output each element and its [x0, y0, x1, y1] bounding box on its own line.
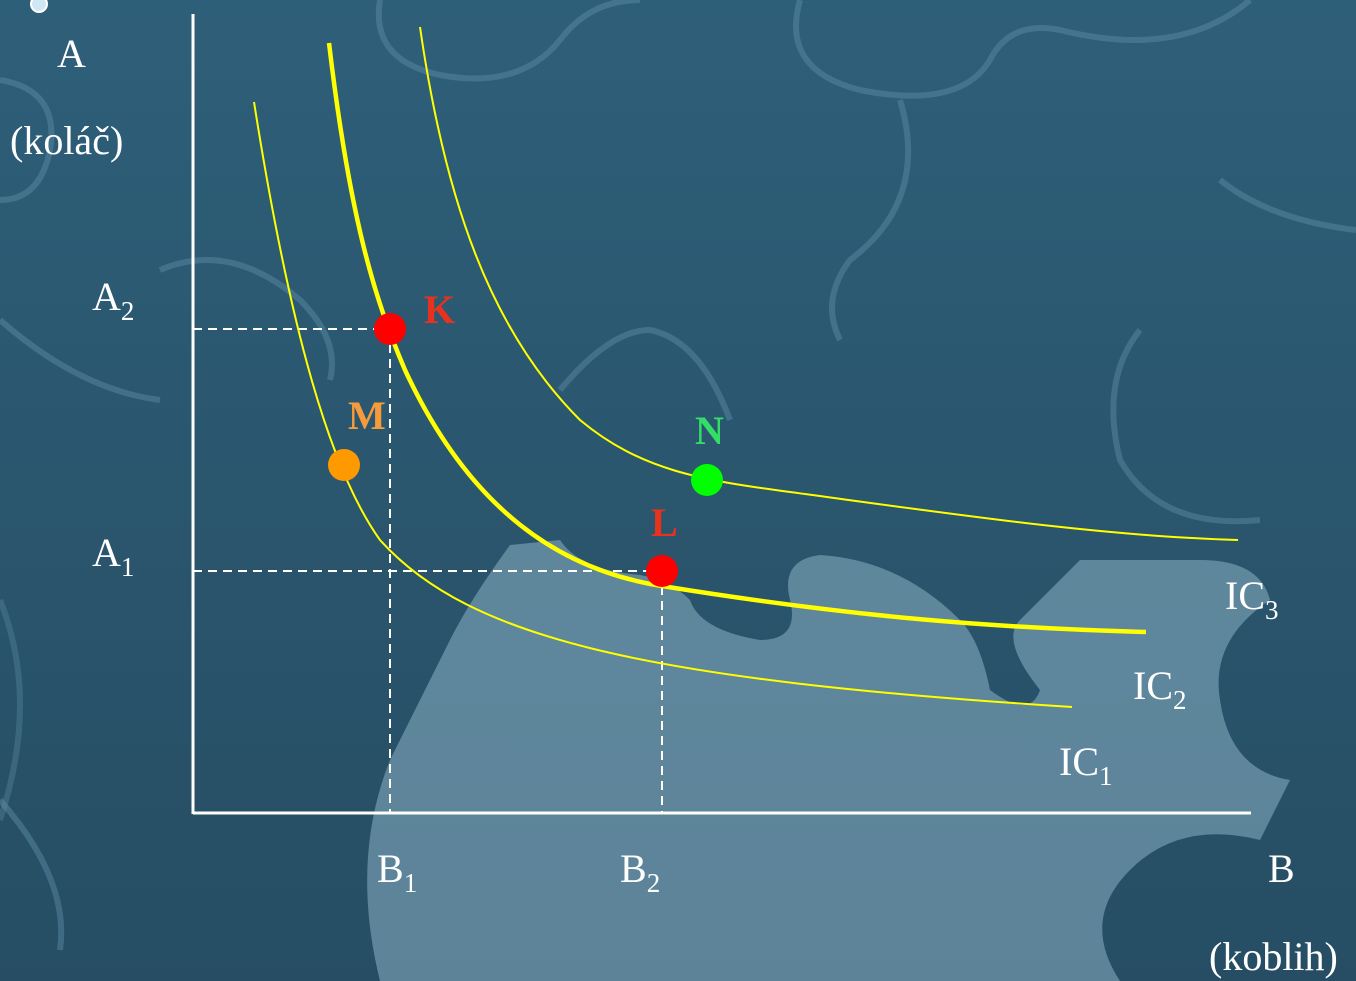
x-axis-unit: (koblih) [1209, 934, 1338, 979]
tick-a1: A1 [92, 530, 134, 581]
tick-a2: A2 [92, 274, 134, 325]
curve-ic2-label-sub: 2 [1173, 685, 1187, 715]
point-m-marker [328, 449, 360, 481]
curve-ic3 [419, 26, 1239, 541]
curve-ic3-label-sub: 3 [1265, 595, 1279, 625]
curve-ic2-label: IC2 [1133, 663, 1187, 714]
tick-a2-sub: 2 [120, 296, 135, 326]
tick-a1-base: A [92, 530, 121, 575]
point-l-marker [646, 555, 678, 587]
curve-ic2-label-base: IC [1133, 663, 1173, 708]
puzzle-background [0, 0, 1356, 951]
tick-a2-base: A [92, 274, 121, 319]
tick-b2-sub: 2 [646, 868, 661, 898]
tick-b1-sub: 1 [403, 868, 418, 898]
y-axis-unit: (koláč) [10, 118, 124, 163]
tick-a1-sub: 1 [120, 552, 135, 582]
point-l-label: L [651, 500, 678, 545]
curve-ic1-label-sub: 1 [1099, 761, 1113, 791]
curve-ic3-label: IC3 [1225, 573, 1279, 624]
curve-ic1 [253, 101, 1073, 708]
tick-b2-base: B [620, 846, 647, 891]
curve-ic3-label-base: IC [1225, 573, 1265, 618]
point-k-label: K [424, 287, 456, 332]
curve-ic2 [326, 42, 1147, 635]
point-k-marker [374, 313, 406, 345]
corner-bullet [30, 0, 48, 13]
guide-lines [193, 328, 663, 813]
curve-ic1-label: IC1 [1059, 739, 1113, 790]
point-n-label: N [695, 408, 724, 453]
point-n-marker [691, 464, 723, 496]
y-axis-letter: A [57, 31, 86, 76]
point-m-label: M [348, 393, 386, 438]
tick-b1-base: B [377, 846, 404, 891]
tick-b2: B2 [620, 846, 660, 897]
x-axis-letter: B [1268, 846, 1295, 891]
curve-ic1-label-base: IC [1059, 739, 1099, 784]
tick-b1: B1 [377, 846, 417, 897]
